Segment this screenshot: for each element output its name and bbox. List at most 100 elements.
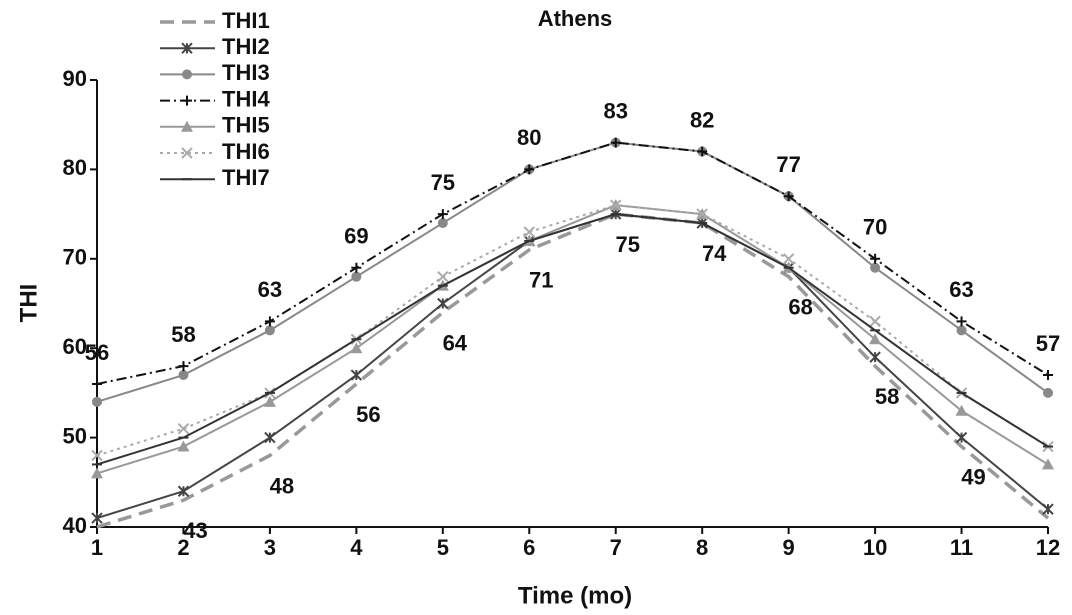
series-line — [96, 141, 1049, 385]
data-label: 56 — [85, 340, 109, 365]
marker — [91, 512, 103, 524]
data-label: 75 — [431, 170, 455, 195]
data-label: 74 — [702, 241, 727, 266]
marker — [177, 485, 190, 497]
legend-marker — [181, 42, 193, 54]
marker — [1043, 370, 1053, 381]
x-tick-label: 7 — [610, 535, 622, 560]
marker — [437, 297, 449, 310]
y-tick-label: 60 — [63, 334, 87, 359]
marker — [351, 262, 362, 273]
marker — [870, 253, 881, 264]
series-line — [96, 213, 1049, 466]
legend-label: THI4 — [222, 86, 270, 111]
data-label: 80 — [517, 125, 541, 150]
x-tick-label: 2 — [177, 535, 189, 560]
marker — [264, 431, 276, 444]
x-tick-label: 8 — [696, 535, 708, 560]
x-tick-label: 11 — [950, 535, 973, 560]
marker — [1043, 387, 1053, 398]
data-label: 83 — [603, 98, 627, 123]
legend-label: THI5 — [222, 113, 270, 138]
legend-label: THI2 — [222, 34, 270, 59]
marker — [437, 270, 449, 283]
x-tick-label: 4 — [350, 535, 363, 560]
marker — [91, 467, 103, 479]
series-line — [96, 212, 1050, 529]
data-label: 64 — [443, 330, 468, 355]
x-tick-label: 12 — [1036, 535, 1060, 560]
series-line — [96, 141, 1049, 403]
legend-label: THI3 — [222, 60, 270, 85]
y-tick-label: 90 — [63, 66, 87, 91]
data-label: 58 — [875, 384, 899, 409]
y-tick-label: 40 — [63, 513, 87, 538]
x-tick-label: 5 — [437, 535, 449, 560]
data-label: 49 — [961, 464, 985, 489]
marker — [177, 422, 190, 435]
legend-marker — [181, 120, 193, 132]
marker — [437, 218, 448, 229]
marker — [956, 316, 967, 327]
marker — [870, 262, 881, 273]
marker — [91, 449, 103, 462]
marker — [955, 404, 968, 416]
data-label: 82 — [690, 107, 714, 132]
marker — [697, 146, 708, 157]
legend-label: THI1 — [222, 8, 270, 33]
x-tick-label: 3 — [264, 535, 276, 560]
legend-label: THI6 — [222, 139, 270, 164]
marker — [351, 271, 362, 282]
marker — [92, 378, 102, 389]
data-label: 75 — [615, 232, 639, 257]
marker — [350, 369, 363, 381]
marker — [350, 342, 363, 354]
marker — [956, 325, 967, 336]
marker — [783, 191, 794, 202]
data-label: 56 — [356, 402, 380, 427]
x-tick-label: 10 — [863, 535, 887, 560]
data-label: 77 — [776, 152, 800, 177]
y-tick-label: 50 — [63, 423, 87, 448]
x-axis-label: Time (mo) — [518, 582, 632, 609]
chart-title: Athens — [538, 6, 613, 31]
y-tick-label: 80 — [63, 155, 87, 180]
legend-marker — [182, 95, 192, 106]
series-line — [96, 204, 1049, 475]
data-label: 57 — [1036, 331, 1060, 356]
marker — [1042, 503, 1054, 515]
marker — [92, 396, 102, 407]
data-label: 68 — [788, 294, 812, 319]
data-label: 63 — [258, 277, 282, 302]
marker — [437, 209, 448, 220]
legend-marker — [182, 69, 192, 80]
marker — [264, 316, 275, 327]
marker — [869, 351, 881, 363]
marker — [177, 440, 190, 452]
marker — [523, 226, 535, 238]
marker — [264, 325, 275, 336]
data-label: 63 — [949, 277, 973, 302]
marker — [610, 199, 622, 211]
marker — [696, 208, 708, 220]
data-label: 48 — [270, 473, 294, 498]
marker — [782, 253, 795, 265]
marker — [869, 333, 882, 345]
marker — [263, 395, 276, 407]
x-tick-label: 6 — [523, 535, 535, 560]
x-tick-label: 9 — [783, 535, 795, 560]
data-label: 70 — [863, 215, 887, 240]
marker — [610, 137, 621, 148]
data-label: 58 — [171, 322, 195, 347]
marker — [178, 361, 189, 372]
series-line — [96, 204, 1049, 457]
series-line — [96, 213, 1049, 520]
y-tick-label: 70 — [63, 245, 87, 270]
y-axis-label: THI — [15, 284, 42, 323]
data-label: 71 — [529, 268, 553, 293]
marker — [955, 431, 968, 444]
marker — [869, 315, 881, 328]
legend-label: THI7 — [222, 165, 270, 190]
data-label: 69 — [344, 224, 368, 249]
